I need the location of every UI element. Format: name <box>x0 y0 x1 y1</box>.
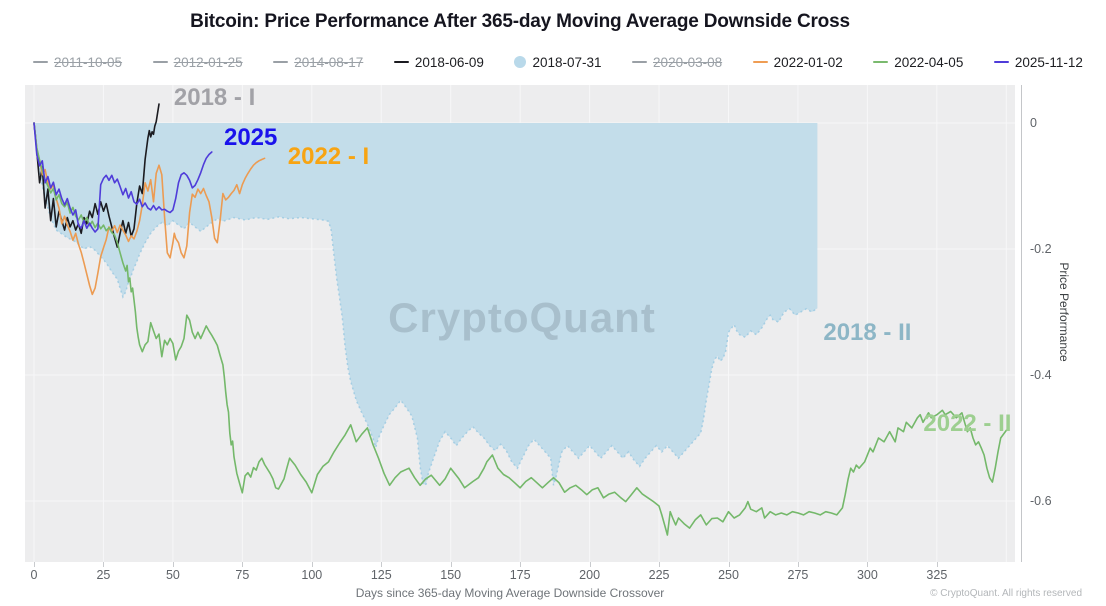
line-series-2025-11-12[interactable] <box>33 122 213 233</box>
line-series-2018-06-09[interactable] <box>33 103 160 248</box>
legend-label: 2022-04-05 <box>894 54 964 70</box>
legend-item-2025-11-12[interactable]: 2025-11-12 <box>993 54 1083 70</box>
legend-dash-icon <box>752 61 768 63</box>
legend-item-2018-06-09[interactable]: 2018-06-09 <box>393 54 484 70</box>
x-tick-label: 175 <box>509 568 531 582</box>
y-tick-label: 0 <box>1030 116 1037 130</box>
legend-label: 2018-06-09 <box>414 54 484 70</box>
legend-circle-icon <box>514 56 527 68</box>
legend-item-2020-03-08[interactable]: 2020-03-08 <box>632 55 722 70</box>
legend-label: 2014-08-17 <box>294 54 364 70</box>
y-axis-spine <box>1021 85 1022 562</box>
legend-item-2018-07-31[interactable]: 2018-07-31 <box>514 54 602 70</box>
line-series-2022-04-05[interactable] <box>33 122 1008 536</box>
legend-dash-icon <box>993 61 1009 63</box>
legend-dash-icon <box>33 61 48 63</box>
legend-item-2012-01-25[interactable]: 2012-01-25 <box>152 54 243 70</box>
legend-dash-icon <box>632 61 648 63</box>
x-tick-mark <box>867 562 869 567</box>
legend-dash-icon <box>873 61 889 63</box>
x-tick-mark <box>797 562 799 567</box>
x-tick-mark <box>34 562 35 567</box>
x-axis-title: Days since 365-day Moving Average Downsi… <box>355 586 665 600</box>
area-edge-2018-07-31 <box>33 122 818 487</box>
legend-label: 2011-10-05 <box>54 54 123 70</box>
plot-panel[interactable] <box>25 85 1015 562</box>
x-tick-mark <box>103 562 105 567</box>
x-tick-label: 75 <box>235 568 250 582</box>
legend-label: 2020-03-08 <box>653 54 723 70</box>
y-axis-title: Price Performance <box>1057 262 1071 362</box>
legend-dash-icon <box>393 61 409 63</box>
x-tick-label: 250 <box>718 568 739 582</box>
x-tick-label: 325 <box>926 568 948 582</box>
x-tick-label: 125 <box>370 568 392 582</box>
legend-item-2022-04-05[interactable]: 2022-04-05 <box>873 55 963 70</box>
y-tick-label: -0.2 <box>1030 242 1052 256</box>
x-tick-label: 25 <box>96 568 111 582</box>
legend-label: 2022-01-02 <box>773 54 843 70</box>
y-tick-label: -0.4 <box>1030 368 1052 382</box>
legend-label: 2018-07-31 <box>532 54 602 70</box>
x-tick-mark <box>172 562 174 567</box>
page-title: Bitcoin: Price Performance After 365-day… <box>190 11 850 32</box>
legend-label: 2025-11-12 <box>1014 54 1083 70</box>
x-tick-mark <box>450 562 452 567</box>
legend-item-2014-08-17[interactable]: 2014-08-17 <box>273 55 363 70</box>
x-tick-mark <box>520 562 522 567</box>
x-tick-label: 225 <box>648 568 670 582</box>
x-tick-label: 150 <box>440 568 462 582</box>
legend: 2011-10-05 2012-01-25 2014-08-17 2018-06-09… <box>33 53 1083 71</box>
legend-dash-icon <box>152 61 168 63</box>
legend-item-2011-10-05[interactable]: 2011-10-05 <box>33 55 122 70</box>
legend-item-2022-01-02[interactable]: 2022-01-02 <box>752 54 843 70</box>
x-tick-mark <box>728 562 730 567</box>
x-tick-label: 100 <box>301 568 323 582</box>
x-tick-mark <box>659 562 661 567</box>
y-tick-label: -0.6 <box>1030 494 1052 508</box>
x-tick-mark <box>242 562 244 567</box>
legend-dash-icon <box>273 61 289 63</box>
x-tick-label: 0 <box>30 568 38 582</box>
chart-svg[interactable] <box>25 85 1015 562</box>
line-series-2022-01-02[interactable] <box>33 122 266 296</box>
x-tick-label: 300 <box>856 568 878 582</box>
x-tick-label: 200 <box>579 568 601 582</box>
area-series-2018-07-31[interactable] <box>34 123 818 486</box>
copyright-notice: © CryptoQuant. All rights reserved <box>930 588 1082 599</box>
x-tick-mark <box>589 562 591 567</box>
x-tick-label: 50 <box>165 568 180 582</box>
x-tick-mark <box>936 562 938 567</box>
legend-label: 2012-01-25 <box>173 54 243 70</box>
x-tick-mark <box>381 562 383 567</box>
x-tick-label: 275 <box>787 568 809 582</box>
x-tick-mark <box>311 562 313 567</box>
